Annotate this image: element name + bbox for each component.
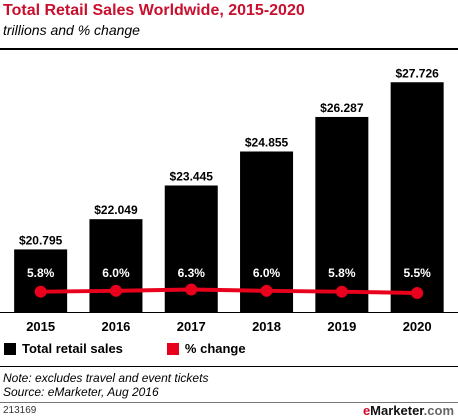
pct-marker-2018	[260, 284, 273, 297]
footer-divider	[0, 402, 458, 403]
pct-marker-2016	[109, 284, 122, 297]
title-divider	[0, 48, 458, 50]
legend-divider	[0, 366, 458, 367]
brand-name: Marketer	[370, 403, 424, 418]
pct-label-2019: 5.8%	[328, 266, 356, 280]
x-tick-2020: 2020	[403, 319, 432, 334]
x-tick-2019: 2019	[327, 319, 356, 334]
bar-label-2018: $24.855	[245, 135, 289, 149]
pct-marker-2019	[335, 285, 348, 298]
pct-marker-2020	[411, 287, 424, 299]
x-tick-2017: 2017	[177, 319, 206, 334]
legend-label-retail-sales: Total retail sales	[22, 341, 123, 356]
chart-notes: Note: excludes travel and event tickets …	[3, 371, 208, 399]
bar-label-2015: $20.795	[19, 233, 63, 247]
pct-label-2016: 6.0%	[102, 266, 130, 280]
pct-change-line	[40, 287, 418, 295]
bar-label-2019: $26.287	[320, 101, 364, 115]
chart-legend: Total retail sales % change	[4, 341, 290, 356]
brand-suffix: .com	[423, 403, 454, 418]
bar-label-2016: $22.049	[94, 203, 138, 217]
bar-2019	[315, 116, 369, 312]
pct-label-2015: 5.8%	[27, 266, 55, 280]
legend-label-pct-change: % change	[184, 341, 246, 356]
legend-swatch-retail-sales	[4, 342, 16, 355]
pct-label-2017: 6.3%	[178, 266, 206, 280]
chart-title: Total Retail Sales Worldwide, 2015-2020	[3, 2, 305, 19]
source-text: Source: eMarketer, Aug 2016	[3, 385, 159, 399]
bar-label-2020: $27.726	[395, 66, 439, 80]
chart-subtitle: trillions and % change	[3, 22, 140, 38]
pct-label-2018: 6.0%	[253, 266, 281, 280]
pct-marker-2017	[185, 283, 198, 296]
legend-item-pct-change: % change	[166, 341, 246, 356]
bar-2015	[14, 249, 68, 312]
bar-label-2017: $23.445	[170, 170, 214, 184]
brand-prefix: e	[362, 403, 371, 418]
x-tick-2016: 2016	[101, 319, 130, 334]
retail-sales-chart: $20.795 5.8% 2015 $22.049 6.0% 2016 $23.445 6.3…	[0, 66, 458, 334]
note-text: Note: excludes travel and event tickets	[3, 371, 209, 385]
chart-id: 213169	[3, 405, 37, 416]
pct-marker-2015	[34, 285, 47, 298]
legend-swatch-pct-change	[166, 342, 179, 355]
emarketer-logo[interactable]: eMarketer.com	[363, 403, 454, 418]
pct-label-2020: 5.5%	[403, 266, 431, 280]
legend-item-retail-sales: Total retail sales	[4, 341, 123, 356]
bar-2020	[390, 82, 444, 312]
x-tick-2015: 2015	[26, 319, 55, 334]
x-tick-2018: 2018	[252, 319, 281, 334]
